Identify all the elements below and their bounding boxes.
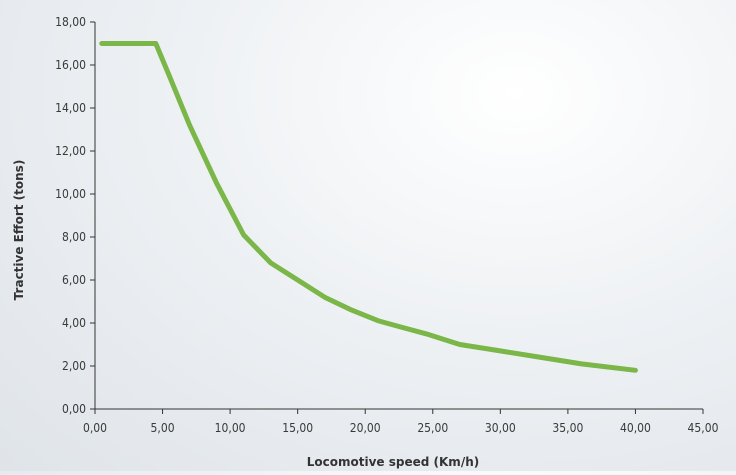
y-tick-label: 10,00	[55, 187, 86, 201]
x-tick-label: 10,00	[215, 421, 246, 435]
axes	[90, 21, 704, 414]
x-tick-label: 30,00	[485, 421, 516, 435]
tick-labels: 0,00 2,00 4,00 6,00 8,00 10,00 12,00 14,00 16,00…	[55, 15, 718, 435]
y-tick-label: 16,00	[55, 58, 86, 72]
x-tick-label: 45,00	[688, 421, 719, 435]
y-axis-title: Tractive Effort (tons)	[12, 160, 26, 301]
series-layer	[99, 41, 638, 373]
x-tick-label: 40,00	[620, 421, 651, 435]
y-tick-label: 14,00	[55, 101, 86, 115]
y-tick-label: 12,00	[55, 144, 86, 158]
x-tick-label: 5,00	[151, 421, 175, 435]
y-tick-label: 0,00	[62, 402, 86, 416]
x-tick-label: 0,00	[83, 421, 107, 435]
x-tick-label: 15,00	[282, 421, 313, 435]
y-tick-label: 2,00	[62, 359, 86, 373]
y-tick-label: 8,00	[62, 230, 86, 244]
series-line-0	[99, 41, 638, 373]
x-tick-label: 25,00	[417, 421, 448, 435]
y-tick-label: 18,00	[55, 15, 86, 29]
y-tick-label: 6,00	[62, 273, 86, 287]
x-tick-label: 35,00	[552, 421, 583, 435]
y-tick-label: 4,00	[62, 316, 86, 330]
x-tick-label: 20,00	[350, 421, 381, 435]
x-axis-title: Locomotive speed (Km/h)	[307, 455, 479, 469]
